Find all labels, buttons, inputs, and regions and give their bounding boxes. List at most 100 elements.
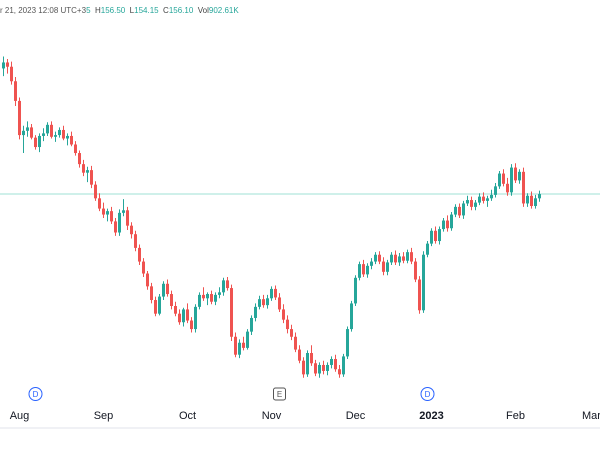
candle-body [414,261,417,280]
candle [26,121,29,137]
earnings-marker-box [273,387,286,401]
candle [302,357,305,378]
candle-body [346,329,349,357]
candle-body [214,294,217,302]
candle-body [498,173,501,187]
candle-body [242,342,245,348]
candle-body [430,230,433,244]
candle-body [250,317,253,332]
candle-body [526,195,529,204]
candle [42,128,45,142]
candle [74,141,77,156]
candle-body [38,135,41,148]
candle-body [138,247,141,262]
candle [394,250,397,265]
candle-body [370,261,373,266]
x-tick-label: Feb [506,410,525,422]
candle-body [374,254,377,262]
candle [198,292,201,310]
candle [274,285,277,301]
candle [458,203,461,218]
candle [234,332,237,358]
candle-body [34,137,37,148]
candle [282,304,285,324]
candle-body [366,265,369,275]
candle-body [10,66,13,82]
candle [346,326,349,359]
candle [122,199,125,217]
event-marker-label: D [425,390,431,399]
candle-body [402,256,405,261]
candle [230,284,233,342]
x-tick-label: Nov [262,410,282,422]
candle [454,204,457,218]
candle-body [50,124,53,137]
candle-body [446,220,449,229]
candle [270,286,273,301]
legend-open-tail: 5 [86,6,91,15]
candle [310,345,313,366]
candle [526,193,529,207]
candle-body [306,353,309,375]
candle [378,251,381,265]
candle [442,217,445,232]
candle [386,259,389,276]
candle-body [530,195,533,207]
legend-vol: 902.61K [208,6,239,15]
candle [450,212,453,231]
candle-body [386,262,389,272]
candle-body [2,62,5,69]
candle [318,362,321,378]
candle-body [302,360,305,375]
candle [446,215,449,232]
candle [2,56,5,77]
candle [294,332,297,353]
dividend-marker[interactable]: D [420,387,435,401]
candle-body [274,288,277,298]
candle-body [26,127,29,131]
candle [406,249,409,264]
candle [286,315,289,334]
candle [98,193,101,212]
candle-body [494,186,497,195]
candle-body [502,173,505,184]
candle-body [142,261,145,274]
candle [506,177,509,196]
candle-body [234,336,237,355]
candle-body [426,243,429,255]
candle-body [338,369,341,375]
candle [102,202,105,218]
candle [130,222,133,239]
candle-body [86,170,89,173]
candle [494,182,497,198]
candle [154,296,157,317]
candle-body [22,130,25,136]
candle-body [178,313,181,323]
candle-body [74,144,77,154]
candle-body [310,353,313,364]
candle [366,263,369,278]
candle-body [58,129,61,136]
candle [410,247,413,265]
candle [158,294,161,316]
candle [142,258,145,277]
candle [190,317,193,333]
candle [290,324,293,341]
earnings-marker[interactable]: E [273,387,286,401]
candle [350,300,353,332]
candle-body [206,294,209,299]
candle [498,170,501,189]
candle [66,133,69,146]
candle-body [254,306,257,318]
candle [202,287,205,301]
candle-body [442,220,445,230]
candle-body [106,211,109,215]
candle-body [522,171,525,204]
candle-body [262,299,265,306]
candle [250,315,253,336]
candle [6,59,9,74]
dividend-marker[interactable]: D [28,387,43,401]
candle [54,131,57,142]
candles-layer [2,56,541,378]
